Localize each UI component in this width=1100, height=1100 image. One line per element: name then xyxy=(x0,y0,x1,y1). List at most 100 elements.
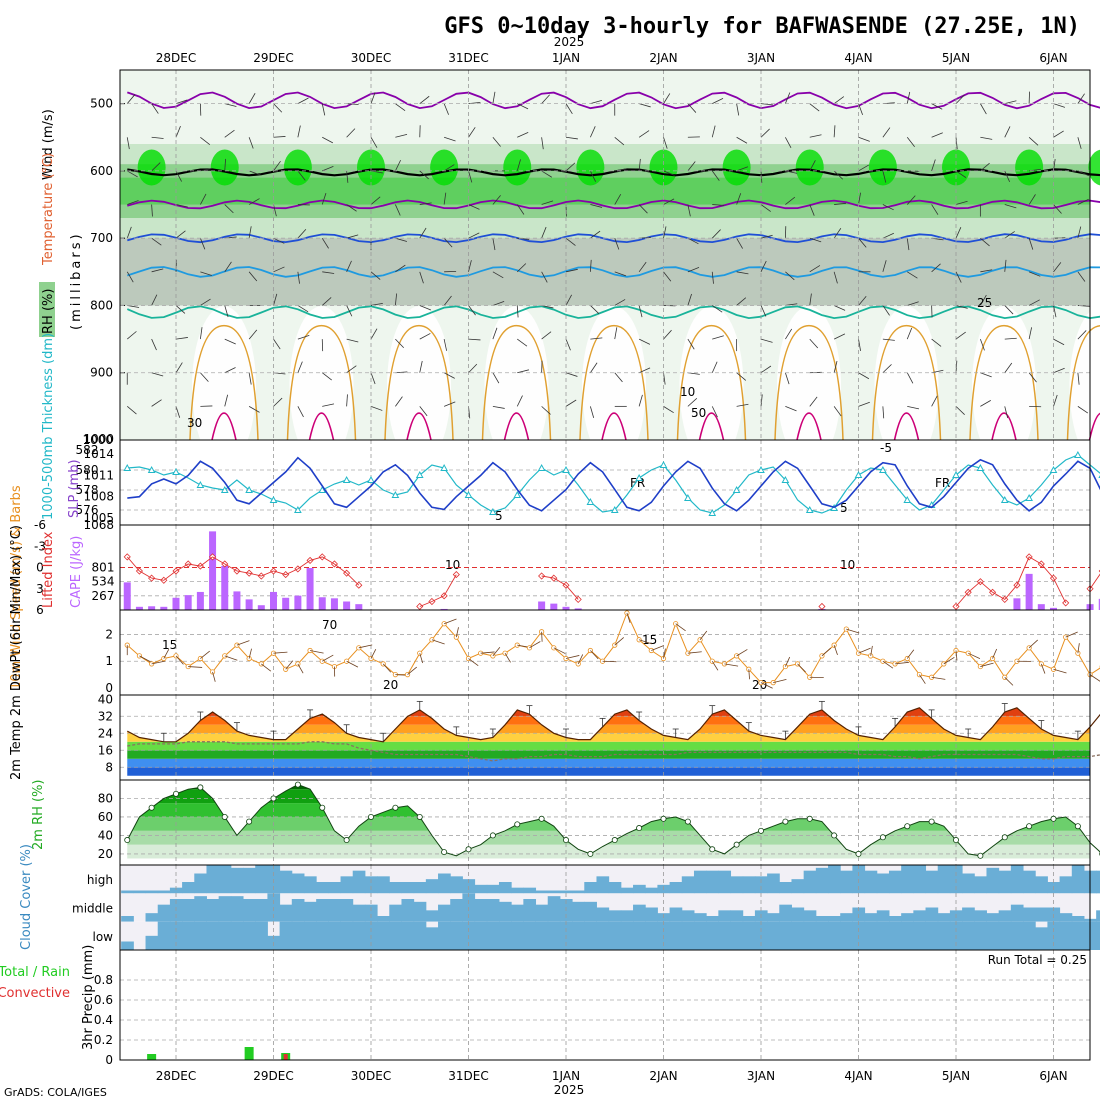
wind-barb xyxy=(248,170,261,176)
slp-tick-label: 1014 xyxy=(83,447,114,461)
cape-bar xyxy=(123,582,131,610)
wind-barb xyxy=(980,294,987,306)
cloud-cell xyxy=(547,921,561,950)
top-date-label: 28DEC xyxy=(156,51,196,65)
cape-bar xyxy=(538,601,546,610)
wind-barb xyxy=(273,293,278,306)
cloud-cell xyxy=(182,899,195,922)
cloud-cell xyxy=(791,907,805,922)
thickness-marker xyxy=(562,465,570,473)
wind-barb xyxy=(321,103,326,116)
cape-bar xyxy=(257,605,265,610)
wind-barb xyxy=(809,237,822,243)
wind-barb xyxy=(126,271,134,283)
thickness-marker xyxy=(440,463,448,471)
wind-barb xyxy=(492,271,504,279)
thickness-marker xyxy=(391,490,400,498)
rh2m-marker xyxy=(197,784,204,791)
wind10m-barb xyxy=(663,648,666,659)
wind10m-barb xyxy=(858,647,871,654)
wind-barb xyxy=(1053,103,1066,108)
cloud-cell xyxy=(169,887,183,894)
contour-label: 50 xyxy=(691,406,706,420)
contour-label: 10 xyxy=(445,558,460,572)
wind-barb xyxy=(638,261,647,273)
cloud-cell xyxy=(876,921,890,950)
top-date-label: 31DEC xyxy=(448,51,488,65)
wind-barb xyxy=(1077,226,1082,239)
cloud-cell xyxy=(438,873,451,894)
cloud-cell xyxy=(742,876,756,894)
wind-barb xyxy=(321,237,329,249)
thickness-marker xyxy=(635,473,643,481)
cloud-cell xyxy=(937,865,951,894)
cloud-cell xyxy=(998,910,1012,922)
cloud-cell xyxy=(645,887,658,894)
cloud-cell xyxy=(474,884,488,894)
wind-barb xyxy=(858,192,861,205)
wind-barb xyxy=(882,127,891,138)
thickness-marker xyxy=(172,467,180,475)
wind10m-barb xyxy=(882,660,894,669)
cloud-cell xyxy=(730,921,744,950)
wind-barb xyxy=(760,170,763,183)
thickness-marker xyxy=(269,495,278,503)
wind-barb xyxy=(760,394,763,407)
cloud-cell xyxy=(706,916,719,922)
cloud-cell xyxy=(1035,927,1048,950)
lifted-marker xyxy=(818,602,826,611)
rh2m-marker xyxy=(270,795,277,802)
dry-plume xyxy=(582,306,646,467)
precip-tick-label: 0.6 xyxy=(94,993,113,1007)
wind-barb xyxy=(906,372,914,384)
cape-bar xyxy=(1098,598,1100,610)
rh2m-marker xyxy=(904,823,911,830)
cloud-cell xyxy=(706,870,719,894)
wind-barb xyxy=(151,204,153,217)
wind-barb xyxy=(126,137,130,150)
wind-barb xyxy=(273,160,281,172)
top-date-label: 2JAN xyxy=(649,51,677,65)
lifted-marker xyxy=(416,602,424,611)
cloud-cell xyxy=(718,870,732,894)
contour-label: 70 xyxy=(322,618,337,632)
wind-barb xyxy=(809,293,812,306)
cape-tick-label: 534 xyxy=(92,575,115,589)
isotherm-30-segment xyxy=(698,412,725,441)
cloud-cell xyxy=(535,890,549,894)
precip-tick-label: 0.8 xyxy=(94,973,113,987)
wind-barb xyxy=(858,237,867,248)
wind-barb xyxy=(785,137,792,149)
cape-bar xyxy=(1025,573,1033,610)
cloud-cell xyxy=(498,921,512,950)
cloud-cell xyxy=(998,921,1012,950)
isotherm-30-segment xyxy=(406,412,432,441)
temp-color-band xyxy=(120,695,1090,708)
wind-barb xyxy=(370,137,378,148)
cloud-cell xyxy=(316,921,329,950)
pressure-tick-label: 700 xyxy=(90,231,113,245)
rh2m-marker xyxy=(172,790,179,797)
cloud-cell xyxy=(803,870,817,894)
cloud-cell xyxy=(450,921,463,950)
cloud-cell xyxy=(255,921,268,950)
wind-barb xyxy=(346,170,349,183)
wind-barb xyxy=(224,103,237,107)
precip-tick-label: 0.2 xyxy=(94,1033,113,1047)
wind-barb xyxy=(1004,259,1007,272)
cloud-cell xyxy=(718,921,732,950)
wind-barb xyxy=(980,400,991,407)
cloud-cell xyxy=(364,876,378,894)
lifted-tick-label: 6 xyxy=(36,603,44,617)
thickness-marker xyxy=(489,507,497,515)
cloud-cell xyxy=(352,921,366,950)
wind-barb xyxy=(663,329,672,340)
cloud-cell xyxy=(279,921,293,950)
wind-barb xyxy=(906,195,916,205)
rh2m-marker xyxy=(465,846,472,853)
bottom-date-axis: 28DEC 29DEC 30DEC 31DEC 1JAN 2JAN 3JAN 4JAN 5JAN… xyxy=(156,1069,1068,1083)
rh-moist-cell xyxy=(942,149,970,186)
wind10m-barb xyxy=(968,652,981,659)
thickness-marker xyxy=(1074,450,1082,458)
wind-barb xyxy=(882,204,894,211)
